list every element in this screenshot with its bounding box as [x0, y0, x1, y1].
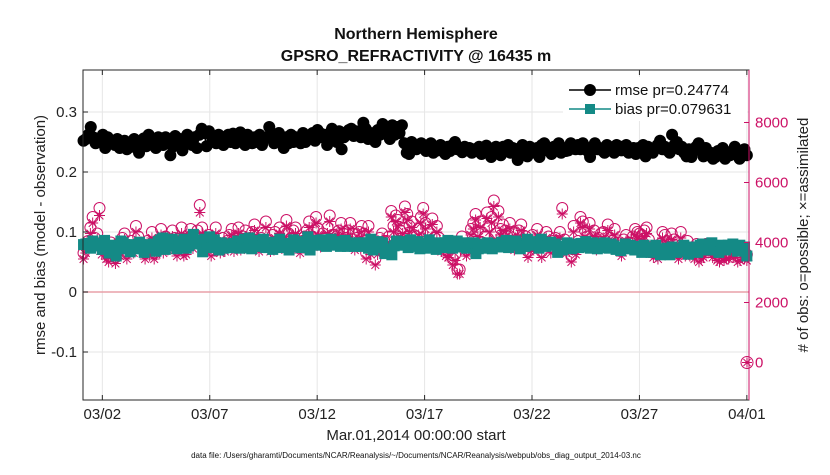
series-rmse [77, 116, 753, 166]
obs-assimilated-point [324, 216, 336, 227]
legend-rmse-marker [584, 84, 596, 96]
obs-assimilated-point [447, 259, 459, 271]
y-axis-label-right: # of obs: o=possible; ×=assimilated [795, 118, 812, 353]
x-axis-label: Mar.01,2014 00:00:00 start [326, 427, 506, 444]
obs-assimilated-point [87, 217, 99, 229]
obs-assimilated-point [515, 225, 527, 236]
obs-assimilated-point [486, 217, 498, 229]
obs-assimilated-point [415, 217, 427, 229]
obs-assimilated-point [260, 222, 272, 233]
obs-assimilated-point [467, 223, 479, 235]
x-tick-label: 03/17 [406, 406, 444, 423]
obs-assimilated-point [419, 223, 431, 235]
obs-zero-marker [740, 356, 754, 369]
obs-assimilated-point [194, 207, 206, 218]
bias-point [150, 245, 162, 257]
obs-assimilated-point [470, 214, 482, 226]
obs-assimilated-point [488, 201, 500, 212]
x-tick-label: 03/07 [191, 406, 229, 423]
obs-assimilated-point [417, 208, 429, 220]
y-tick-label: 0 [69, 284, 77, 301]
obs-assimilated-point [584, 223, 596, 235]
y-tick-label-right: 4000 [755, 235, 788, 252]
series-bias [78, 228, 753, 262]
obs-assimilated-point [454, 268, 466, 280]
obs-assimilated-point [385, 211, 397, 223]
data-file-note: data file: /Users/gharamti/Documents/NCA… [191, 451, 641, 460]
obs-assimilated-point [536, 252, 548, 263]
bias-point [741, 250, 753, 262]
x-tick-label: 03/27 [621, 406, 659, 423]
rmse-point [395, 119, 408, 132]
rmse-point [335, 143, 348, 156]
obs-assimilated-point [303, 222, 315, 233]
rmse-point [263, 121, 276, 133]
obs-zero-circle [740, 356, 754, 369]
obs-assimilated-point [344, 223, 356, 235]
x-tick-label: 03/12 [298, 406, 336, 423]
legend-entry-rmse [569, 84, 611, 96]
rmse-point [584, 151, 597, 163]
x-tick-label: 03/02 [84, 406, 122, 423]
obs-assimilated-point [483, 226, 495, 238]
obs-assimilated-point [492, 211, 504, 223]
chart-subtitle: GPSRO_REFRACTIVITY @ 16435 m [281, 48, 552, 65]
x-tick-label: 04/01 [728, 406, 766, 423]
obs-assimilated-point [280, 220, 292, 232]
tick-layer: 03/02 03/07 03/12 03/17 03/22 03/27 04/01 -0.1 0… [51, 70, 788, 423]
legend: rmse pr=0.24774 bias pr=0.079631 [563, 77, 747, 121]
obs-assimilated-point [399, 207, 411, 218]
obs-assimilated-point [426, 219, 438, 230]
obs-assimilated-point [449, 255, 461, 266]
rmse-point [190, 142, 203, 154]
y-tick-label-right: 2000 [755, 295, 788, 312]
obs-assimilated-point [93, 210, 105, 221]
obs-assimilated-point [390, 216, 402, 227]
obs-assimilated-point [130, 226, 142, 238]
obs-assimilated-point [556, 208, 568, 220]
obs-assimilated-point [602, 225, 614, 236]
obs-assimilated-point [335, 223, 347, 235]
obs-assimilated-point [392, 220, 404, 232]
obs-assimilated-point [406, 222, 418, 233]
legend-label-bias: bias pr=0.079631 [615, 101, 731, 118]
rmse-point [740, 149, 753, 162]
y-axis-label: rmse and bias (model - observation) [32, 115, 49, 355]
y-tick-label: -0.1 [51, 344, 77, 361]
chart-title: Northern Hemisphere [334, 26, 498, 43]
y-tick-label-right: 0 [755, 355, 763, 372]
x-tick-label: 03/22 [513, 406, 551, 423]
y-tick-label-right: 8000 [755, 115, 788, 132]
rmse-point [84, 121, 97, 133]
obs-assimilated-point [369, 259, 381, 271]
y-tick-label: 0.3 [56, 104, 77, 121]
obs-assimilated-point [577, 222, 589, 233]
y-tick-label: 0.1 [56, 224, 77, 241]
legend-entry-bias [569, 104, 611, 114]
legend-label-rmse: rmse pr=0.24774 [615, 82, 729, 99]
obs-assimilated-point [641, 228, 653, 239]
obs-assimilated-point [565, 256, 577, 268]
obs-zero-star [743, 358, 751, 367]
obs-assimilated-point [474, 222, 486, 233]
obs-assimilated-point [310, 217, 322, 229]
obs-assimilated-point [388, 226, 400, 238]
y-tick-label-right: 6000 [755, 175, 788, 192]
obs-assimilated-point [568, 226, 580, 238]
obs-assimilated-point [574, 217, 586, 229]
series-layer [77, 116, 753, 280]
y-tick-label: 0.2 [56, 164, 77, 181]
obs-assimilated-point [401, 214, 413, 226]
legend-bias-marker [585, 104, 595, 114]
obs-assimilated-point [504, 223, 516, 235]
